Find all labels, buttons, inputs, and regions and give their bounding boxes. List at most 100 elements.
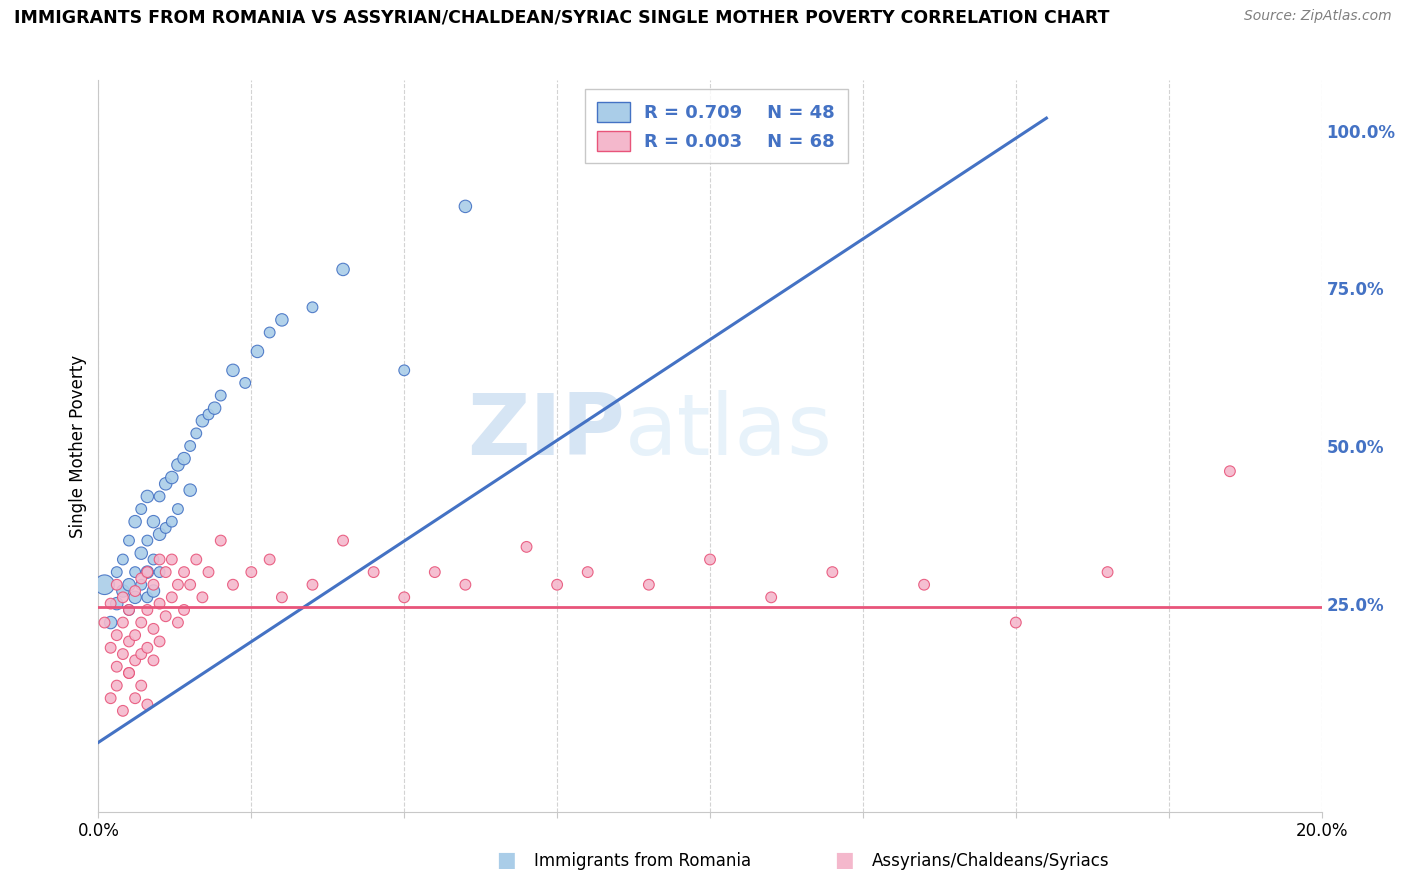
Point [259, 552, 281, 566]
Point [167, 458, 190, 472]
Point [332, 262, 354, 277]
Text: Immigrants from Romania: Immigrants from Romania [534, 852, 751, 870]
Text: Assyrians/Chaldeans/Syriacs: Assyrians/Chaldeans/Syriacs [872, 852, 1109, 870]
Point [129, 679, 152, 693]
Point [363, 565, 385, 579]
Point [124, 515, 146, 529]
Point [118, 578, 141, 592]
Point [100, 691, 122, 706]
Point [136, 591, 159, 605]
Point [160, 552, 183, 566]
Point [124, 628, 146, 642]
Point [1004, 615, 1026, 630]
Point [699, 552, 721, 566]
Point [118, 603, 141, 617]
Point [111, 552, 134, 566]
Text: ■: ■ [834, 850, 853, 870]
Point [259, 326, 281, 340]
Point [129, 502, 152, 516]
Point [129, 615, 152, 630]
Point [136, 533, 159, 548]
Point [204, 401, 226, 416]
Point [129, 578, 152, 592]
Point [821, 565, 844, 579]
Point [155, 609, 177, 624]
Point [149, 597, 172, 611]
Point [160, 515, 183, 529]
Point [173, 603, 195, 617]
Point [179, 439, 201, 453]
Point [197, 565, 219, 579]
Point [1219, 464, 1241, 478]
Point [233, 376, 256, 390]
Point [136, 603, 159, 617]
Point [270, 313, 292, 327]
Point [111, 584, 134, 599]
Point [759, 591, 782, 605]
Point [392, 363, 416, 377]
Point [100, 615, 122, 630]
Point [124, 653, 146, 667]
Point [167, 578, 190, 592]
Point [124, 691, 146, 706]
Point [155, 565, 177, 579]
Point [191, 591, 214, 605]
Point [111, 704, 134, 718]
Point [142, 584, 165, 599]
Point [332, 533, 354, 548]
Point [270, 591, 292, 605]
Point [186, 552, 208, 566]
Point [301, 578, 323, 592]
Point [246, 344, 269, 359]
Point [105, 578, 128, 592]
Point [124, 584, 146, 599]
Point [160, 591, 183, 605]
Point [142, 622, 165, 636]
Point [149, 634, 172, 648]
Point [105, 597, 128, 611]
Y-axis label: Single Mother Poverty: Single Mother Poverty [69, 354, 87, 538]
Text: atlas: atlas [624, 390, 832, 473]
Point [111, 647, 134, 661]
Point [129, 571, 152, 585]
Point [173, 565, 195, 579]
Point [454, 199, 477, 213]
Point [167, 502, 190, 516]
Point [118, 665, 141, 680]
Point [93, 615, 115, 630]
Point [912, 578, 935, 592]
Point [142, 653, 165, 667]
Point [423, 565, 446, 579]
Legend: R = 0.709    N = 48, R = 0.003    N = 68: R = 0.709 N = 48, R = 0.003 N = 68 [585, 89, 848, 163]
Point [105, 628, 128, 642]
Text: ZIP: ZIP [467, 390, 624, 473]
Point [142, 552, 165, 566]
Point [105, 659, 128, 673]
Point [142, 515, 165, 529]
Point [1097, 565, 1119, 579]
Point [124, 591, 146, 605]
Point [129, 647, 152, 661]
Point [124, 565, 146, 579]
Point [454, 578, 477, 592]
Point [167, 615, 190, 630]
Point [142, 578, 165, 592]
Point [118, 665, 141, 680]
Point [149, 527, 172, 541]
Point [136, 565, 159, 579]
Point [222, 363, 245, 377]
Point [576, 565, 599, 579]
Point [209, 533, 232, 548]
Point [155, 476, 177, 491]
Point [136, 698, 159, 712]
Point [118, 533, 141, 548]
Point [105, 565, 128, 579]
Point [100, 597, 122, 611]
Point [136, 490, 159, 504]
Point [546, 578, 568, 592]
Point [179, 483, 201, 497]
Point [637, 578, 661, 592]
Point [118, 634, 141, 648]
Point [197, 408, 219, 422]
Point [129, 546, 152, 560]
